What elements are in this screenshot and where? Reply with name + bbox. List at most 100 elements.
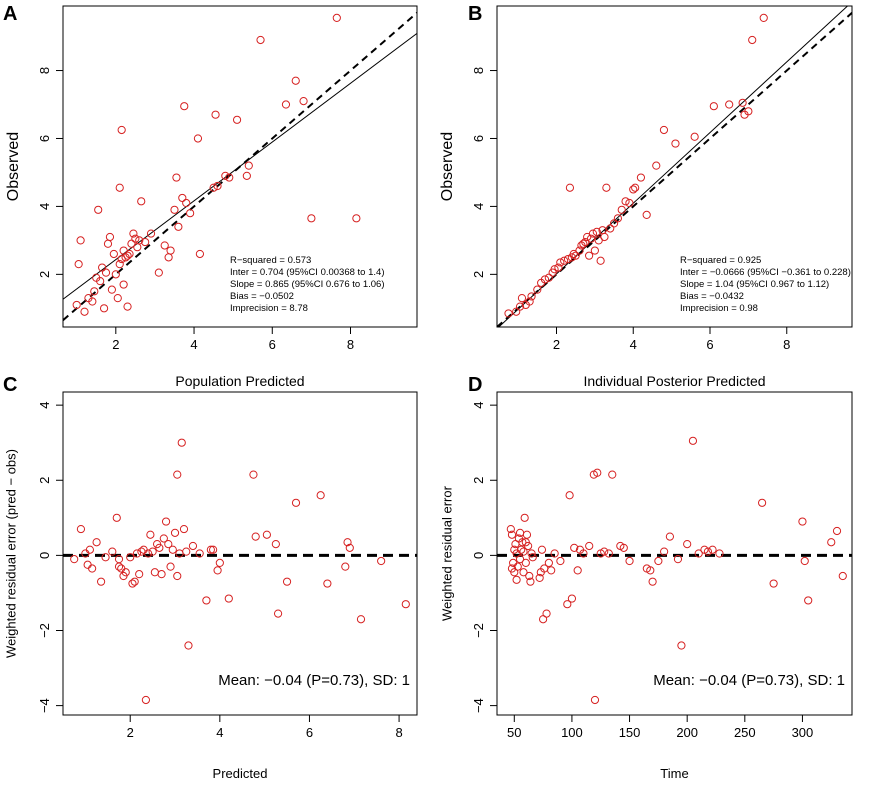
data-point bbox=[273, 609, 283, 618]
data-point bbox=[544, 273, 553, 282]
data-point bbox=[323, 579, 332, 588]
data-point bbox=[117, 564, 126, 573]
data-point bbox=[665, 532, 674, 541]
data-point bbox=[166, 562, 175, 571]
y-axis-title: Observed bbox=[5, 132, 22, 201]
panel-a: A 2 4 6 8 2 4 6 8 Observed R−squared = 0.573Inter … bbox=[3, 3, 418, 352]
data-point bbox=[832, 526, 842, 536]
data-point bbox=[225, 173, 234, 182]
x-tick-label: 4 bbox=[216, 725, 223, 740]
data-point bbox=[160, 241, 169, 250]
data-point bbox=[221, 171, 230, 180]
data-point bbox=[343, 538, 352, 547]
data-point bbox=[550, 265, 559, 274]
data-point bbox=[172, 173, 181, 182]
data-point bbox=[164, 253, 173, 262]
data-point bbox=[341, 562, 350, 571]
data-point bbox=[586, 234, 596, 243]
data-point bbox=[690, 132, 699, 141]
data-point bbox=[533, 285, 542, 294]
data-point bbox=[178, 193, 187, 203]
data-point bbox=[593, 468, 602, 477]
data-point bbox=[179, 524, 189, 534]
x-tick-label: 8 bbox=[347, 337, 354, 352]
data-point bbox=[592, 227, 601, 236]
data-point bbox=[709, 102, 718, 111]
plot-title: Individual Posterior Predicted bbox=[583, 373, 765, 389]
data-point bbox=[256, 35, 265, 45]
data-point bbox=[202, 596, 211, 605]
data-point bbox=[249, 470, 258, 479]
data-point bbox=[613, 214, 622, 223]
data-point bbox=[135, 570, 144, 579]
y-tick-label: 2 bbox=[471, 271, 486, 278]
data-point bbox=[83, 560, 92, 569]
data-point bbox=[519, 547, 528, 556]
data-point bbox=[671, 139, 680, 148]
data-point bbox=[688, 436, 698, 445]
data-point bbox=[132, 549, 142, 558]
stat-line: R−squared = 0.925 bbox=[680, 255, 761, 266]
data-point bbox=[146, 229, 156, 238]
data-point bbox=[512, 307, 521, 316]
data-point bbox=[195, 549, 204, 558]
data-point bbox=[521, 558, 530, 567]
data-point bbox=[170, 528, 180, 537]
data-point bbox=[556, 556, 565, 566]
data-point bbox=[125, 249, 134, 259]
data-point bbox=[244, 161, 253, 170]
x-tick-label: 2 bbox=[127, 725, 134, 740]
data-point bbox=[107, 285, 116, 294]
data-point bbox=[101, 553, 110, 562]
y-tick-label: −4 bbox=[471, 698, 486, 713]
y-tick-label: 4 bbox=[471, 203, 486, 210]
data-point bbox=[186, 209, 195, 218]
data-point bbox=[652, 161, 661, 170]
data-point bbox=[114, 562, 124, 571]
data-point bbox=[798, 517, 807, 526]
data-point bbox=[74, 260, 83, 269]
residual-summary: Mean: −0.04 (P=0.73), SD: 1 bbox=[218, 672, 410, 689]
data-point bbox=[352, 214, 361, 223]
x-tick-label: 2 bbox=[553, 337, 560, 352]
panel-c: C 2 4 6 8 −4 −2 0 2 4 Weighted residual error (pre… bbox=[3, 373, 418, 781]
plot-title: Population Predicted bbox=[175, 373, 304, 389]
data-point bbox=[146, 530, 155, 539]
data-point bbox=[804, 596, 813, 605]
residual-summary: Mean: −0.04 (P=0.73), SD: 1 bbox=[653, 672, 845, 689]
x-tick-label: 250 bbox=[734, 725, 756, 740]
data-point bbox=[738, 98, 747, 107]
data-point bbox=[299, 97, 308, 106]
data-point bbox=[137, 197, 146, 206]
x-tick-label: 2 bbox=[112, 337, 119, 352]
data-point bbox=[565, 491, 574, 500]
data-point bbox=[117, 125, 126, 135]
data-point bbox=[800, 556, 809, 566]
y-axis-title: Weighted residual error (pred − obs) bbox=[3, 449, 18, 658]
data-point bbox=[99, 304, 109, 313]
data-point bbox=[838, 571, 847, 581]
data-point bbox=[170, 205, 179, 214]
data-point bbox=[88, 564, 97, 573]
data-point bbox=[515, 302, 525, 311]
x-tick-label: 50 bbox=[507, 725, 521, 740]
data-point bbox=[570, 543, 579, 552]
data-point bbox=[606, 224, 615, 233]
y-tick-label: −2 bbox=[37, 623, 52, 638]
stat-line: Inter = 0.704 (95%CI 0.00368 to 1.4) bbox=[230, 267, 384, 278]
data-point bbox=[115, 260, 124, 269]
x-tick-label: 6 bbox=[269, 337, 276, 352]
data-point bbox=[757, 498, 767, 507]
data-point bbox=[759, 13, 768, 22]
data-point bbox=[677, 641, 686, 650]
x-tick-label: 4 bbox=[190, 337, 197, 352]
data-point bbox=[703, 547, 713, 556]
data-point bbox=[98, 263, 107, 272]
data-point bbox=[85, 545, 94, 554]
data-point bbox=[155, 543, 164, 552]
data-point bbox=[528, 553, 537, 562]
x-tick-label: 150 bbox=[619, 725, 641, 740]
plot-frame bbox=[62, 5, 418, 328]
data-point bbox=[769, 579, 778, 588]
